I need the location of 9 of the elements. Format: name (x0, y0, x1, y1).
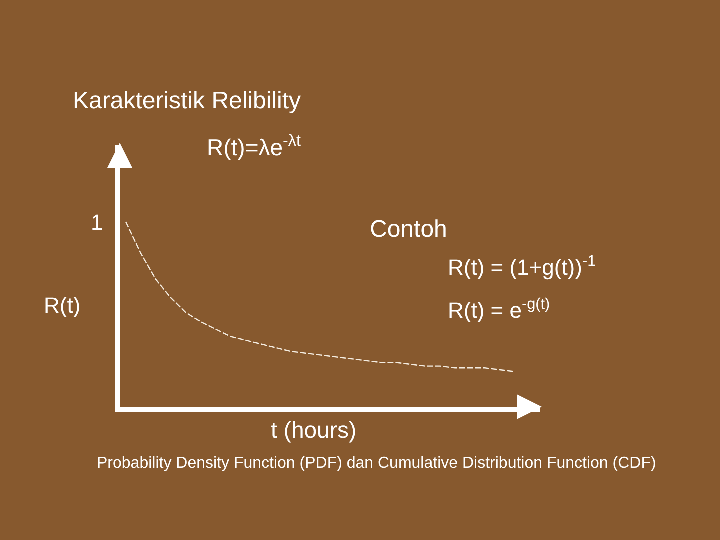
chart-title: Karakteristik Relibility (73, 87, 302, 114)
chart-subtitle: R(t)=λe$^{-λt}$ (207, 132, 302, 161)
y-axis-title: R(t) (44, 293, 81, 318)
x-axis-title: t (hours) (271, 417, 357, 443)
annotation: R(t) = e$^{-g(t)}$ (448, 296, 550, 324)
text: Probability Density Function (PDF) dan Cumulative Distribution Function (CDF) (97, 455, 656, 472)
text: 1 (91, 210, 104, 235)
annotation: Contoh (370, 216, 448, 243)
annotation: R(t) = (1+g(t))$^{-1}$ (448, 253, 596, 280)
